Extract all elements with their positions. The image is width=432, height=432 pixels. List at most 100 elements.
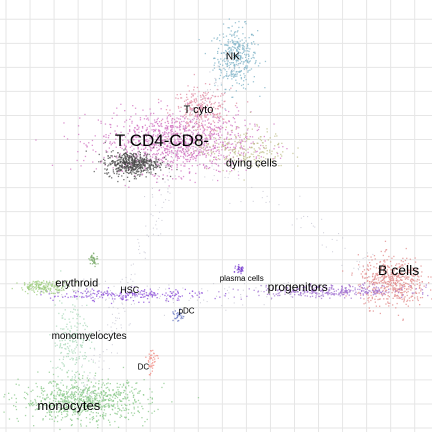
cell-point [357,288,359,290]
cell-point [17,378,19,380]
cell-point [140,296,142,298]
cell-point [168,138,170,140]
cell-point [148,361,150,363]
cell-point [140,166,142,168]
cell-point [97,292,100,294]
cell-point [239,134,242,136]
cell-point [86,406,89,408]
cell-point [184,145,187,147]
cell-point [87,403,89,406]
cell-point [123,172,125,174]
cell-point [149,155,152,157]
cell-point [51,391,53,393]
cell-point [315,295,317,297]
cell-point [79,398,81,400]
cell-point [118,393,120,395]
cell-point [158,101,160,104]
cell-point [34,398,36,401]
cell-point [89,295,91,297]
cell-point [247,71,249,73]
cell-point [198,123,200,125]
cell-point [75,391,78,393]
cell-point [167,165,170,167]
cell-point [136,382,138,384]
cell-point [234,65,236,67]
cell-point [43,282,45,284]
cell-point [113,403,115,405]
cell-point [213,133,215,135]
cell-point [376,289,378,291]
cell-point [125,152,127,155]
cell-point [63,406,65,408]
cell-point [88,402,90,404]
cell-point [169,113,171,116]
cell-point [84,333,87,335]
cell-point [398,297,400,299]
cell-point [138,143,140,145]
cell-point [291,291,293,293]
cell-point [195,107,197,109]
cell-point [179,296,181,298]
cell-point [147,410,150,413]
cell-point [136,157,138,159]
cell-point [242,51,245,53]
cell-point [51,411,53,413]
cell-point [207,113,209,116]
cell-point [246,129,249,131]
cell-point [96,420,98,423]
cell-point [132,164,134,167]
cell-point [165,148,167,150]
cell-point [193,139,195,141]
cell-point [125,163,128,166]
cell-point [225,88,227,91]
cell-point [236,55,239,57]
cell-point [372,291,375,294]
cell-point [67,400,69,402]
cell-point [181,295,183,297]
cell-point [151,354,153,356]
cell-point [180,317,182,320]
cell-point [232,41,234,44]
cell-point [70,424,73,427]
cell-point [142,162,144,164]
cell-point [55,398,57,400]
cell-point [229,74,231,76]
cell-point [413,273,415,275]
cell-point [82,355,84,357]
cell-point [119,152,121,155]
cell-point [179,315,181,317]
cell-point [90,293,92,295]
cell-point [94,397,96,399]
cell-point [280,290,282,293]
cell-point [43,404,45,406]
cell-point [196,294,198,296]
cell-point [113,172,115,175]
cell-point [238,57,240,59]
cell-point [142,170,144,172]
cell-point [364,291,367,293]
cell-point [243,76,246,79]
cell-point [166,126,169,129]
cell-point [30,390,32,393]
cell-point [402,294,404,296]
cell-point [91,263,94,265]
cell-point [156,181,158,183]
cell-point [108,390,110,392]
cell-point [61,407,64,410]
cell-point [47,283,49,285]
cell-point [226,75,228,77]
cell-point [119,393,121,395]
trail-point [359,266,361,268]
cell-point [314,289,316,291]
cell-point [395,283,397,285]
cell-point [112,171,115,173]
cell-point [77,315,79,317]
cell-point [67,328,69,330]
cell-point [395,295,397,297]
cell-point [213,153,216,155]
cell-point [115,146,117,148]
cell-point [399,273,401,275]
cell-point [91,258,93,260]
cell-point [155,142,157,144]
cell-point [116,173,118,175]
